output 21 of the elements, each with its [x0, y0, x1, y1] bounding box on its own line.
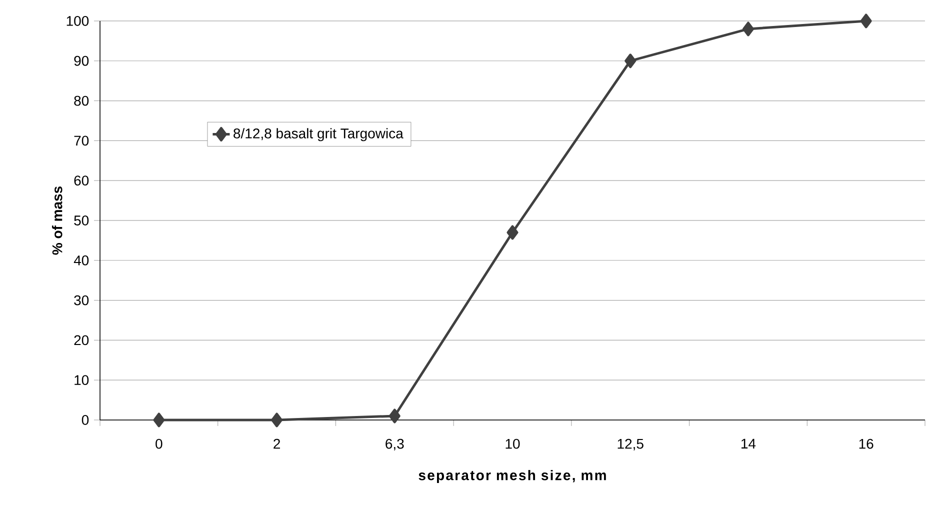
y-tick-label: 80	[74, 96, 89, 106]
y-tick-label: 0	[82, 415, 89, 425]
x-tick-label: 6,3	[386, 438, 404, 450]
x-tick-label: 0	[156, 438, 162, 449]
y-tick-label: 10	[74, 375, 89, 386]
y-tick-label: 60	[74, 176, 89, 186]
x-tick-label: 12,5	[618, 438, 644, 450]
x-tick-label: 2	[274, 438, 280, 449]
y-tick-label: 70	[74, 136, 89, 146]
x-axis-title: separator mesh size, mm	[418, 470, 606, 483]
x-tick-label: 10	[506, 438, 520, 449]
x-tick-label: 14	[741, 438, 756, 448]
y-tick-label: 40	[74, 255, 89, 266]
y-tick-label: 50	[74, 216, 89, 226]
y-tick-label: 90	[74, 56, 89, 66]
y-tick-label: 30	[74, 295, 89, 306]
legend-label: 8/12,8 basalt grit Targowica	[234, 128, 404, 142]
y-axis-title: % of mass	[52, 186, 62, 255]
y-tick-label: 100	[66, 16, 89, 26]
y-tick-label: 20	[74, 335, 89, 346]
x-tick-label: 16	[859, 438, 874, 449]
